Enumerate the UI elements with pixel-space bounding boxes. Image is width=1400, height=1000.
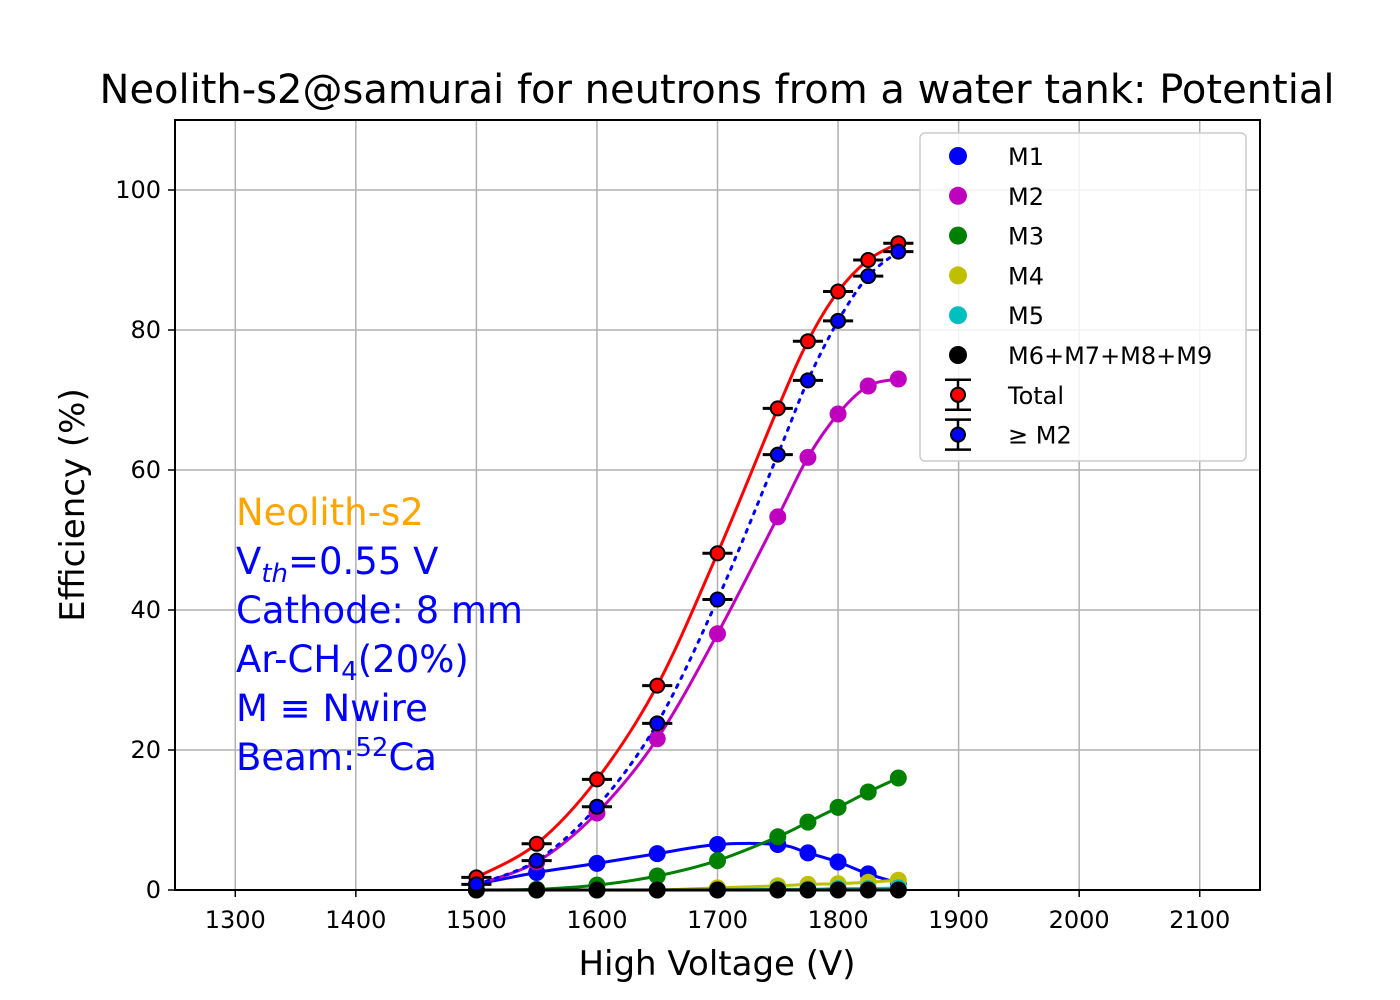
legend-marker bbox=[949, 306, 967, 325]
data-point bbox=[709, 625, 726, 643]
data-point bbox=[799, 813, 817, 831]
data-point bbox=[859, 377, 877, 395]
legend-item-total: Total bbox=[945, 378, 1064, 412]
x-tick-label: 1800 bbox=[808, 906, 869, 934]
legend-item-m2: M2 bbox=[949, 183, 1044, 211]
annotation-block: Neolith-s2 Vth=0.55 V Cathode: 8 mm Ar-C… bbox=[236, 491, 523, 779]
legend-marker bbox=[949, 147, 967, 165]
annotation-cathode: Cathode: 8 mm bbox=[236, 589, 523, 632]
legend-item-m3: M3 bbox=[949, 223, 1044, 251]
legend-item-m1: M1 bbox=[949, 143, 1044, 171]
legend-marker bbox=[949, 346, 967, 364]
y-tick-label: 0 bbox=[146, 876, 161, 904]
data-point bbox=[649, 677, 666, 694]
data-point bbox=[889, 370, 907, 388]
series-total bbox=[461, 235, 914, 886]
data-point bbox=[830, 312, 847, 329]
data-point bbox=[829, 405, 847, 423]
annotation-gas: Ar-CH4(20%) bbox=[236, 638, 469, 687]
annotation-detector: Neolith-s2 bbox=[236, 491, 424, 534]
legend-marker bbox=[950, 426, 966, 443]
data-point bbox=[769, 828, 787, 846]
legend-item-m6-m7-m8-m9: M6+M7+M8+M9 bbox=[949, 342, 1212, 370]
data-point bbox=[859, 783, 877, 801]
x-tick-label: 2000 bbox=[1049, 906, 1110, 934]
x-tick-label: 1900 bbox=[928, 906, 989, 934]
data-point bbox=[799, 844, 817, 862]
data-point bbox=[799, 372, 816, 389]
data-point bbox=[648, 730, 666, 748]
legend-label: M6+M7+M8+M9 bbox=[1008, 342, 1212, 370]
data-point bbox=[709, 852, 726, 870]
x-axis-label: High Voltage (V) bbox=[578, 944, 855, 984]
series-line bbox=[476, 841, 899, 886]
x-tick-label: 1300 bbox=[205, 906, 266, 934]
data-point bbox=[709, 545, 726, 562]
annotation-threshold: Vth=0.55 V bbox=[236, 540, 438, 589]
y-tick-label: 100 bbox=[115, 176, 161, 204]
series-line bbox=[476, 776, 899, 892]
data-point bbox=[829, 853, 847, 871]
series-line bbox=[475, 377, 899, 886]
legend-item-m4: M4 bbox=[949, 262, 1044, 290]
annotation-multiplicity: M ≡ Nwire bbox=[236, 687, 428, 730]
data-point bbox=[648, 845, 666, 863]
axis-ticks: 1300 1400 1500 1600 1700 1800 1900 2000 2100 0 20 4… bbox=[115, 176, 1230, 934]
data-point bbox=[588, 771, 605, 788]
data-point bbox=[889, 769, 907, 787]
data-point bbox=[588, 854, 606, 872]
x-tick-label: 2100 bbox=[1169, 906, 1230, 934]
data-point bbox=[528, 852, 545, 869]
data-point bbox=[649, 715, 666, 732]
data-point bbox=[829, 798, 847, 816]
y-tick-label: 40 bbox=[130, 596, 161, 624]
annotation-beam: Beam:52Ca bbox=[236, 733, 437, 779]
legend-marker bbox=[949, 226, 967, 245]
y-tick-label: 20 bbox=[130, 736, 161, 764]
data-point bbox=[769, 446, 786, 463]
x-tick-label: 1500 bbox=[446, 906, 507, 934]
data-point bbox=[799, 448, 817, 466]
data-point bbox=[588, 798, 605, 815]
data-point bbox=[769, 400, 786, 417]
x-tick-label: 1600 bbox=[566, 906, 627, 934]
data-point bbox=[890, 243, 907, 260]
series-layer bbox=[461, 235, 914, 899]
x-tick-label: 1400 bbox=[325, 906, 386, 934]
legend-marker bbox=[949, 266, 967, 285]
series-m2 bbox=[461, 243, 914, 893]
legend-label: M4 bbox=[1008, 262, 1044, 290]
data-point bbox=[709, 836, 726, 853]
data-point bbox=[860, 252, 877, 268]
data-point bbox=[769, 508, 787, 526]
legend: M1 M2 M3 M4 M5 M6+M7+M8+M9 Total ≥ M2 bbox=[919, 132, 1247, 462]
legend-box bbox=[919, 132, 1247, 462]
data-point bbox=[799, 333, 816, 350]
data-point bbox=[709, 591, 726, 608]
legend-label: ≥ M2 bbox=[1008, 422, 1072, 450]
legend-item-m2: ≥ M2 bbox=[945, 418, 1072, 451]
legend-label: Total bbox=[1007, 382, 1064, 410]
legend-label: M3 bbox=[1008, 223, 1044, 251]
data-point bbox=[830, 283, 847, 300]
y-tick-label: 60 bbox=[130, 456, 161, 484]
series-line bbox=[475, 241, 900, 879]
y-axis-label: Efficiency (%) bbox=[53, 388, 93, 621]
legend-label: M1 bbox=[1008, 143, 1044, 171]
x-tick-label: 1700 bbox=[687, 906, 748, 934]
y-tick-label: 80 bbox=[130, 316, 161, 344]
data-point bbox=[528, 835, 545, 852]
chart-title: Neolith-s2@samurai for neutrons from a w… bbox=[100, 67, 1335, 113]
data-point bbox=[860, 268, 877, 285]
series-line bbox=[474, 250, 900, 886]
legend-marker bbox=[950, 386, 966, 403]
legend-label: M5 bbox=[1008, 302, 1044, 330]
data-point bbox=[648, 867, 666, 885]
legend-item-m5: M5 bbox=[949, 302, 1044, 330]
legend-marker bbox=[949, 186, 967, 205]
legend-label: M2 bbox=[1008, 183, 1044, 211]
